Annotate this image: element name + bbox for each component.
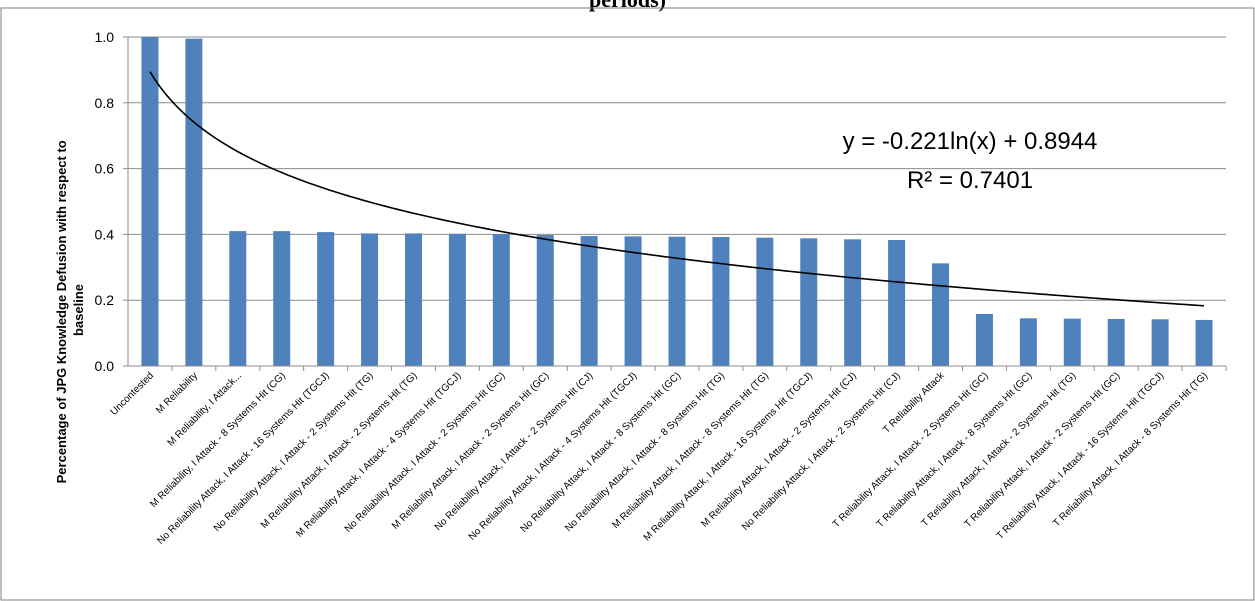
bar [536,235,554,366]
y-axis-label-line-2: baseline [71,284,86,336]
bar [888,239,906,366]
y-tick-label: 1.0 [95,29,115,45]
bar [624,236,642,366]
x-category-label: M Reliability, I Attack... [166,370,244,448]
x-category-label: T Reliability Attack, I Attack - 8 Syste… [1051,370,1210,529]
bar [1151,319,1169,366]
y-axis-ticks: 0.0 0.2 0.4 0.6 0.8 1.0 [95,29,128,374]
trendline-r-squared: R² = 0.7401 [907,167,1033,194]
bar [404,233,422,366]
y-axis-label: Percentage of JPG Knowledge Defusion wit… [54,137,86,484]
bar [229,231,247,366]
chart-title: periods) [0,0,1255,13]
bar [448,233,466,366]
y-tick-label: 0.2 [95,292,115,308]
bar [317,232,335,366]
bar [712,237,730,366]
x-category-label: T Reliability Attack, I Attack - 2 Syste… [963,370,1123,530]
x-category-label: M Reliability Attack, I Attack - 4 Syste… [294,370,463,539]
x-category-label: M Reliability Attack, I Attack - 2 Syste… [390,370,551,531]
x-category-label: T Reliability Attack, I Attack - 2 Syste… [919,370,1078,529]
bar [668,236,686,366]
y-tick-label: 0.6 [95,161,115,177]
x-category-label: Uncontested [109,370,156,417]
bar [1107,318,1125,366]
x-category-label: T Reliability Attack, I Attack - 8 Syste… [875,370,1035,530]
trendline [149,71,1205,307]
chart-frame [0,7,1255,601]
gridlines [128,36,1226,301]
x-category-label: M Reliability Attack, I Attack - 2 Syste… [699,370,858,529]
x-category-label: T Reliability Attack, I Attack - 16 Syst… [995,370,1167,542]
x-category-label: No Reliability Attack, I Attack - 8 Syst… [563,370,727,534]
x-category-label: No Reliability Attack, I Attack - 4 Syst… [467,370,639,542]
bar [1195,319,1213,366]
bar [492,234,510,366]
x-category-label: M Reliability Attack, I Attack - 8 Syste… [610,370,771,531]
bar [756,237,774,366]
y-tick-label: 0.8 [95,95,115,111]
x-category-label: No Reliability Attack, I Attack - 2 Syst… [433,370,596,533]
x-category-label: M Reliability Attack, I Attack - 2 Syste… [259,370,420,531]
bar [185,38,203,367]
x-category-label: No Reliability Attack, I Attack - 8 Syst… [519,370,684,535]
x-category-label: M Reliability [154,370,200,416]
x-category-label: No Reliability Attack, I Attack - 2 Syst… [343,370,508,535]
x-category-label: M Reliability Attack, I Attack - 16 Syst… [642,370,815,543]
x-category-label: No Reliability Attack, I Attack - 2 Syst… [212,370,376,534]
y-axis-label-line-1: Percentage of JPG Knowledge Defusion wit… [54,140,69,483]
bar [1063,318,1081,366]
trendline-equation: y = -0.221ln(x) + 0.8944 [843,128,1098,155]
bar [800,238,818,366]
x-category-label: No Reliability Attack, I Attack - 2 Syst… [740,370,903,533]
bar [273,231,291,366]
bars [141,37,1213,367]
bar [580,236,598,366]
bar [975,314,993,366]
bar [844,239,862,366]
y-tick-label: 0.4 [95,226,115,242]
bar [141,37,159,366]
bar [932,263,950,366]
bar [1019,318,1037,366]
x-category-label: T Reliability Attack, I Attack - 2 Syste… [831,370,991,530]
y-tick-label: 0.0 [95,358,115,374]
bar [361,233,379,366]
